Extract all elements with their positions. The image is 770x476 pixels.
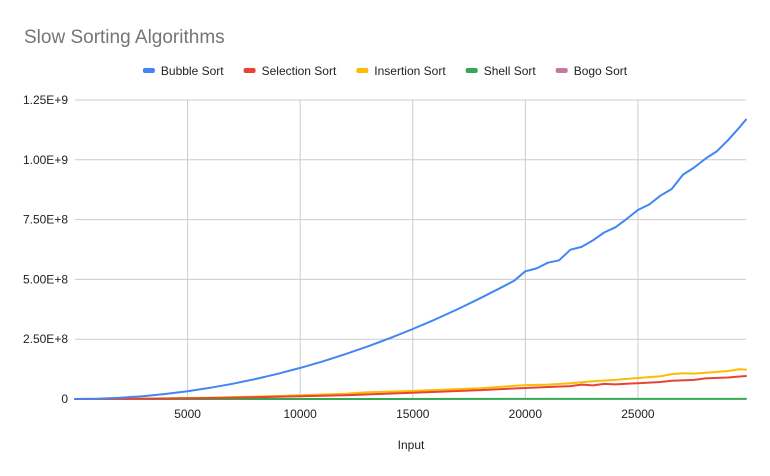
series-line-bubble-sort [74,118,747,400]
legend-swatch [142,68,155,73]
legend-item-bogo-sort[interactable]: Bogo Sort [555,64,628,78]
legend-item-shell-sort[interactable]: Shell Sort [465,64,537,78]
gridlines [75,99,746,400]
legend: Bubble Sort Selection Sort Insertion Sort S… [142,64,628,78]
legend-label: Selection Sort [262,64,337,78]
x-axis-title: Input [398,438,425,452]
x-tick-label: 15000 [396,407,430,421]
y-tick-label: 7.50E+8 [23,213,68,227]
y-tick-label: 5.00E+8 [23,272,68,286]
y-tick-label: 1.00E+9 [23,153,68,167]
x-tick-label: 25000 [621,407,655,421]
legend-label: Insertion Sort [374,64,446,78]
legend-label: Shell Sort [484,64,537,78]
legend-swatch [243,68,256,73]
plot-area [74,118,747,400]
legend-item-selection-sort[interactable]: Selection Sort [243,64,337,78]
x-tick-label: 20000 [509,407,543,421]
legend-item-bubble-sort[interactable]: Bubble Sort [142,64,224,78]
y-tick-label: 0 [61,392,68,406]
legend-label: Bogo Sort [574,64,628,78]
legend-swatch [555,68,568,73]
legend-swatch [465,68,478,73]
series-line-selection-sort [74,375,747,400]
y-tick-label: 2.50E+8 [23,332,68,346]
legend-swatch [356,68,369,73]
y-axis: 0 2.50E+8 5.00E+8 7.50E+8 1.00E+9 1.25E+9 [23,93,68,406]
x-tick-label: 10000 [283,407,317,421]
chart-title: Slow Sorting Algorithms [24,27,225,48]
x-axis: 5000 10000 15000 20000 25000 [174,407,655,421]
y-tick-label: 1.25E+9 [23,93,68,107]
legend-label: Bubble Sort [161,64,224,78]
series-line-insertion-sort [74,368,747,400]
legend-item-insertion-sort[interactable]: Insertion Sort [356,64,446,78]
x-tick-label: 5000 [174,407,201,421]
